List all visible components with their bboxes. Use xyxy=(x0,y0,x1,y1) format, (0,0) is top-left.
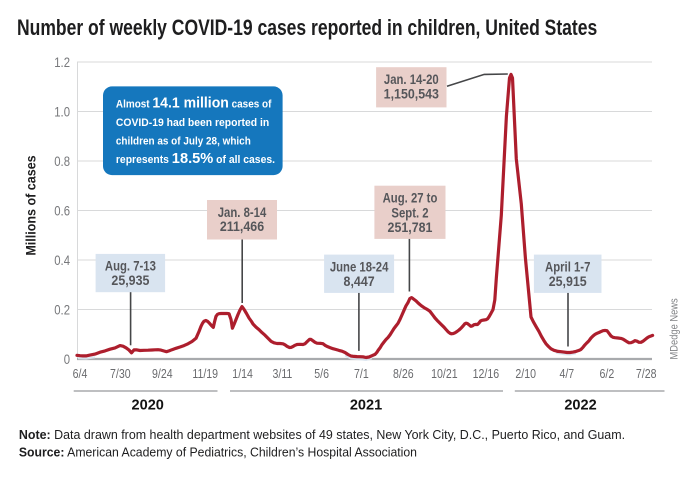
svg-text:2021: 2021 xyxy=(350,397,382,413)
svg-text:Aug. 7-13: Aug. 7-13 xyxy=(105,259,156,274)
svg-text:5/6: 5/6 xyxy=(314,367,329,381)
svg-text:1.2: 1.2 xyxy=(54,55,70,70)
svg-text:1,150,543: 1,150,543 xyxy=(384,86,439,102)
svg-text:7/28: 7/28 xyxy=(636,367,657,381)
svg-text:8/26: 8/26 xyxy=(393,367,414,381)
svg-text:6/2: 6/2 xyxy=(600,367,615,381)
svg-text:8,447: 8,447 xyxy=(344,273,375,289)
svg-text:2020: 2020 xyxy=(132,397,164,413)
svg-text:1.0: 1.0 xyxy=(54,104,70,119)
svg-text:3/11: 3/11 xyxy=(273,367,293,381)
svg-text:1/14: 1/14 xyxy=(232,367,253,381)
svg-text:2022: 2022 xyxy=(564,397,596,413)
svg-text:June 18-24: June 18-24 xyxy=(330,259,389,274)
svg-text:April 1-7: April 1-7 xyxy=(545,259,590,274)
svg-text:Aug. 27 to: Aug. 27 to xyxy=(383,191,438,206)
svg-text:2/10: 2/10 xyxy=(515,367,536,381)
svg-text:211,466: 211,466 xyxy=(220,219,264,235)
svg-text:25,915: 25,915 xyxy=(549,273,587,289)
svg-text:Note: Data drawn from health d: Note: Data drawn from health department … xyxy=(19,428,625,442)
svg-text:11/19: 11/19 xyxy=(192,367,218,381)
svg-text:represents 18.5% of all cases.: represents 18.5% of all cases. xyxy=(116,151,275,167)
svg-text:9/24: 9/24 xyxy=(152,367,173,381)
svg-text:Jan. 8-14: Jan. 8-14 xyxy=(218,205,267,220)
svg-text:10/21: 10/21 xyxy=(431,367,457,381)
svg-text:0.4: 0.4 xyxy=(54,253,70,268)
svg-text:251,781: 251,781 xyxy=(388,219,433,235)
svg-text:MDedge News: MDedge News xyxy=(669,298,681,359)
svg-text:Jan. 14-20: Jan. 14-20 xyxy=(384,72,439,87)
svg-text:0.6: 0.6 xyxy=(54,203,70,218)
svg-text:Source: American Academy of Pe: Source: American Academy of Pediatrics, … xyxy=(19,445,417,459)
svg-text:Millions of cases: Millions of cases xyxy=(23,155,39,255)
svg-text:7/1: 7/1 xyxy=(354,367,369,381)
svg-text:25,935: 25,935 xyxy=(111,273,149,289)
svg-text:children as of July 28, which: children as of July 28, which xyxy=(116,136,251,147)
svg-text:Number of weekly COVID-19 case: Number of weekly COVID-19 cases reported… xyxy=(17,16,597,40)
svg-text:0.8: 0.8 xyxy=(54,154,70,169)
svg-text:Sept. 2: Sept. 2 xyxy=(391,206,428,221)
svg-text:6/4: 6/4 xyxy=(73,367,88,381)
svg-text:0: 0 xyxy=(64,352,70,367)
svg-text:0.2: 0.2 xyxy=(54,302,70,317)
svg-text:COVID-19 had been reported in: COVID-19 had been reported in xyxy=(116,117,269,129)
svg-text:4/7: 4/7 xyxy=(559,367,574,381)
svg-text:12/16: 12/16 xyxy=(473,367,499,381)
svg-text:7/30: 7/30 xyxy=(110,367,131,381)
svg-text:Almost 14.1 million cases of: Almost 14.1 million cases of xyxy=(116,95,272,112)
